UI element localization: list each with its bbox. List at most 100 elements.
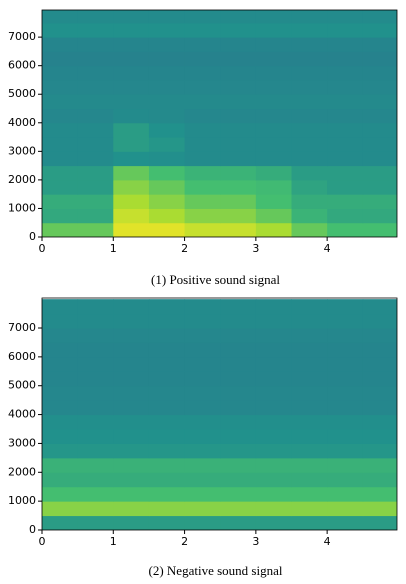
cell: [77, 79, 114, 95]
cell: [77, 10, 114, 24]
y-tick-label: 6000: [8, 59, 36, 72]
cell: [148, 37, 186, 52]
cell: [148, 208, 186, 224]
cell: [255, 342, 292, 358]
cell: [291, 371, 328, 387]
cell: [255, 385, 292, 401]
cell: [255, 313, 292, 329]
cell: [327, 165, 364, 181]
cell: [113, 208, 150, 224]
cell: [77, 165, 114, 181]
cell: [362, 313, 397, 329]
y-tick-label: 4000: [8, 116, 36, 129]
cell: [255, 299, 292, 315]
cell: [291, 194, 328, 209]
cell: [42, 443, 79, 459]
cell: [220, 94, 257, 110]
cell: [255, 137, 292, 152]
cell: [255, 179, 292, 195]
cell: [42, 10, 79, 24]
cell: [291, 22, 328, 38]
x-tick-label: 0: [39, 242, 46, 255]
cell: [184, 457, 221, 473]
cell: [184, 515, 221, 530]
cell: [362, 151, 397, 167]
cell: [291, 37, 328, 52]
cell: [113, 371, 150, 387]
cell: [220, 400, 257, 416]
cell: [291, 151, 328, 167]
cell: [291, 472, 328, 488]
cell: [77, 313, 114, 329]
cell: [184, 313, 221, 329]
cell: [220, 10, 257, 24]
cell: [220, 429, 257, 444]
cell: [184, 10, 221, 24]
cell: [362, 429, 397, 444]
cell: [148, 222, 186, 237]
cell: [255, 51, 292, 67]
cell: [327, 299, 364, 315]
cell: [255, 222, 292, 237]
cell: [327, 10, 364, 24]
cell: [77, 151, 114, 167]
cell: [184, 137, 221, 152]
cell: [255, 443, 292, 459]
cell: [42, 486, 79, 502]
cell: [42, 328, 79, 343]
cell: [42, 385, 79, 401]
cell: [148, 10, 186, 24]
cell: [327, 222, 364, 237]
y-tick-label: 4000: [8, 408, 36, 421]
cell: [113, 108, 150, 124]
cell: [184, 299, 221, 315]
y-tick-label: 6000: [8, 350, 36, 363]
cell: [77, 400, 114, 416]
cell: [327, 457, 364, 473]
cell: [291, 179, 328, 195]
cell: [77, 342, 114, 358]
cell: [113, 51, 150, 67]
cell: [77, 457, 114, 473]
cell: [327, 94, 364, 110]
cell: [184, 414, 221, 430]
cell: [113, 328, 150, 343]
cell: [327, 472, 364, 488]
cell: [113, 222, 150, 237]
cell: [255, 37, 292, 52]
cell: [362, 371, 397, 387]
cell: [148, 165, 186, 181]
plot-frame: [41, 9, 398, 238]
cell: [113, 515, 150, 530]
cell: [42, 179, 79, 195]
cell: [148, 429, 186, 444]
x-tick-label: 2: [181, 242, 188, 255]
cell: [184, 194, 221, 209]
cell: [291, 400, 328, 416]
y-tick-label: 0: [29, 523, 36, 536]
cell: [148, 385, 186, 401]
cell: [113, 65, 150, 81]
cell: [255, 515, 292, 530]
cell: [77, 371, 114, 387]
cell: [327, 414, 364, 430]
cell: [113, 486, 150, 502]
cell: [77, 443, 114, 459]
cell: [291, 501, 328, 517]
cell: [327, 371, 364, 387]
cell: [362, 194, 397, 209]
cell: [184, 371, 221, 387]
cell: [220, 137, 257, 152]
cell: [362, 222, 397, 237]
cell: [77, 22, 114, 38]
cell: [220, 472, 257, 488]
cell: [148, 51, 186, 67]
cell: [113, 22, 150, 38]
cell: [77, 37, 114, 52]
x-tick-label: 4: [324, 242, 331, 255]
cell: [77, 414, 114, 430]
cell: [291, 299, 328, 315]
cell: [327, 79, 364, 95]
cell: [42, 122, 79, 138]
y-tick-label: 1000: [8, 201, 36, 214]
